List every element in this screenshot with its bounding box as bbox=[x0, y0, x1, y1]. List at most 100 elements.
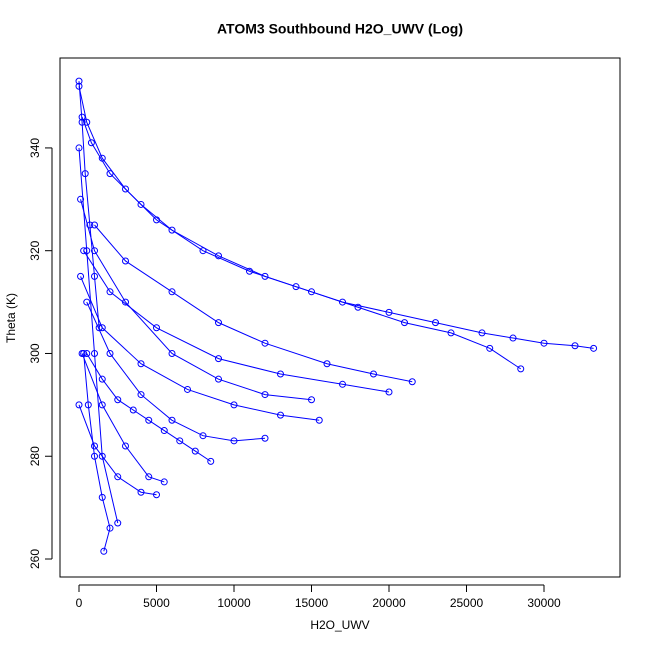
data-point bbox=[114, 473, 122, 481]
data-point bbox=[78, 118, 86, 126]
data-point bbox=[137, 488, 145, 496]
data-point bbox=[145, 473, 153, 481]
data-point bbox=[277, 411, 285, 419]
data-point bbox=[100, 547, 108, 555]
data-point bbox=[114, 519, 122, 527]
data-point bbox=[261, 391, 269, 399]
y-tick-label: 340 bbox=[28, 138, 42, 158]
data-point bbox=[292, 283, 300, 291]
data-point bbox=[261, 434, 269, 442]
data-point bbox=[184, 385, 192, 393]
chart-title: ATOM3 Southbound H2O_UWV (Log) bbox=[217, 21, 463, 37]
data-point bbox=[91, 349, 99, 357]
data-point bbox=[168, 349, 176, 357]
data-point bbox=[153, 491, 161, 499]
data-point bbox=[137, 360, 145, 368]
data-point bbox=[98, 493, 106, 501]
data-point bbox=[77, 272, 85, 280]
x-axis-label: H2O_UWV bbox=[310, 618, 369, 632]
data-point bbox=[207, 457, 215, 465]
data-point bbox=[308, 396, 316, 404]
data-point bbox=[91, 452, 99, 460]
data-point bbox=[98, 324, 106, 332]
x-tick-label: 15000 bbox=[295, 596, 329, 610]
data-point bbox=[95, 324, 103, 332]
data-point bbox=[277, 370, 285, 378]
data-point bbox=[91, 247, 99, 255]
data-point bbox=[83, 349, 91, 357]
profile-line bbox=[78, 147, 119, 524]
data-point bbox=[91, 272, 99, 280]
data-point bbox=[323, 360, 331, 368]
profile-line bbox=[78, 81, 100, 328]
data-point bbox=[160, 478, 168, 486]
x-tick-label: 5000 bbox=[143, 596, 170, 610]
data-point bbox=[91, 442, 99, 450]
data-point bbox=[199, 432, 207, 440]
data-point bbox=[215, 375, 223, 383]
data-point bbox=[106, 288, 114, 296]
data-point bbox=[370, 370, 378, 378]
y-axis-label: Theta (K) bbox=[4, 293, 18, 343]
x-tick-label: 25000 bbox=[450, 596, 484, 610]
data-point bbox=[401, 319, 409, 327]
data-point bbox=[509, 334, 517, 342]
data-point bbox=[408, 378, 416, 386]
data-point bbox=[87, 139, 95, 147]
data-point bbox=[540, 339, 548, 347]
data-point bbox=[153, 324, 161, 332]
data-point bbox=[571, 342, 579, 350]
data-point bbox=[385, 308, 393, 316]
data-point bbox=[122, 185, 130, 193]
profile-line bbox=[86, 301, 266, 442]
data-point bbox=[517, 365, 525, 373]
data-point bbox=[84, 401, 92, 409]
y-tick-label: 300 bbox=[28, 343, 42, 363]
x-tick-label: 0 bbox=[76, 596, 83, 610]
data-point bbox=[215, 355, 223, 363]
profile-line bbox=[80, 199, 312, 401]
data-point bbox=[230, 437, 238, 445]
data-point bbox=[98, 452, 106, 460]
data-point bbox=[122, 257, 130, 265]
y-tick-label: 320 bbox=[28, 240, 42, 260]
data-point bbox=[145, 416, 153, 424]
data-point bbox=[98, 375, 106, 383]
data-point bbox=[81, 170, 89, 178]
data-point bbox=[478, 329, 486, 337]
data-point bbox=[106, 349, 114, 357]
data-point bbox=[168, 226, 176, 234]
data-point bbox=[83, 247, 91, 255]
data-point bbox=[83, 298, 91, 306]
data-point bbox=[98, 401, 106, 409]
data-point bbox=[114, 396, 122, 404]
data-point bbox=[129, 406, 137, 414]
data-point bbox=[230, 401, 238, 409]
data-point bbox=[215, 252, 223, 260]
data-point bbox=[339, 380, 347, 388]
data-point bbox=[91, 221, 99, 229]
x-tick-label: 30000 bbox=[527, 596, 561, 610]
profile-line bbox=[83, 353, 111, 552]
data-point bbox=[106, 524, 114, 532]
profile-line bbox=[86, 353, 212, 462]
data-point bbox=[77, 195, 85, 203]
data-point bbox=[137, 200, 145, 208]
data-point bbox=[354, 303, 362, 311]
data-point bbox=[590, 344, 598, 352]
data-point bbox=[191, 447, 199, 455]
data-point bbox=[78, 349, 86, 357]
data-point bbox=[106, 170, 114, 178]
data-point bbox=[168, 416, 176, 424]
data-point bbox=[447, 329, 455, 337]
data-point bbox=[137, 391, 145, 399]
data-point bbox=[261, 339, 269, 347]
data-point bbox=[160, 427, 168, 435]
profile-line bbox=[81, 353, 165, 483]
data-point bbox=[315, 416, 323, 424]
data-point bbox=[308, 288, 316, 296]
y-tick-label: 280 bbox=[28, 446, 42, 466]
